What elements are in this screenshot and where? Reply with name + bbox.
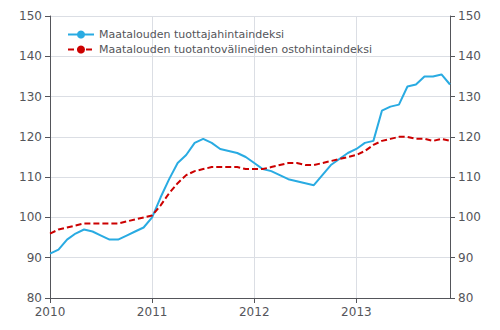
svg-text:80: 80 <box>458 291 473 305</box>
svg-text:2010: 2010 <box>35 305 66 319</box>
svg-text:140: 140 <box>458 49 481 63</box>
svg-text:2011: 2011 <box>137 305 168 319</box>
svg-text:90: 90 <box>27 251 42 265</box>
svg-text:150: 150 <box>458 9 481 23</box>
svg-text:130: 130 <box>19 90 42 104</box>
svg-text:140: 140 <box>19 49 42 63</box>
svg-text:Maatalouden tuottajahintaindek: Maatalouden tuottajahintaindeksi <box>99 28 284 41</box>
svg-text:Maatalouden tuotantovälineiden: Maatalouden tuotantovälineiden ostohinta… <box>99 43 372 56</box>
svg-text:90: 90 <box>458 251 473 265</box>
svg-text:2013: 2013 <box>341 305 372 319</box>
svg-text:120: 120 <box>19 130 42 144</box>
svg-text:80: 80 <box>27 291 42 305</box>
svg-text:2012: 2012 <box>239 305 270 319</box>
svg-text:130: 130 <box>458 90 481 104</box>
svg-text:100: 100 <box>458 210 481 224</box>
svg-text:120: 120 <box>458 130 481 144</box>
svg-text:100: 100 <box>19 210 42 224</box>
svg-text:110: 110 <box>19 170 42 184</box>
svg-text:110: 110 <box>458 170 481 184</box>
svg-text:150: 150 <box>19 9 42 23</box>
